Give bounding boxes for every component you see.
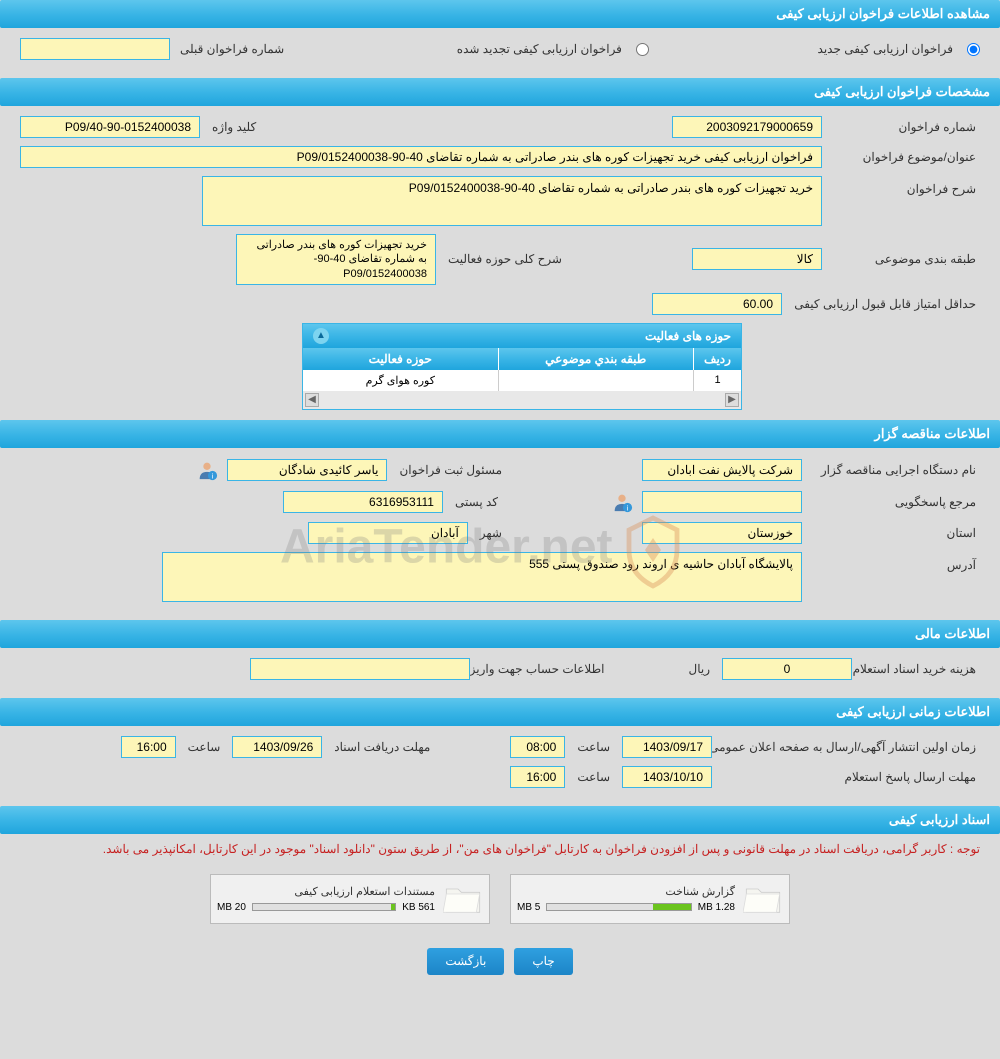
hour-label-2: ساعت <box>184 740 225 754</box>
min-score-label: حداقل امتیاز قابل قبول ارزیابی کیفی <box>790 297 980 311</box>
responsible-label: مسئول ثبت فراخوان <box>395 463 506 477</box>
doc2-progress <box>252 903 396 911</box>
contact-field <box>642 491 802 513</box>
section-header-timing: اطلاعات زمانی ارزیابی کیفی <box>0 698 1000 726</box>
doc1-progress <box>546 903 691 911</box>
radio-renewed-input[interactable] <box>636 43 649 56</box>
deadline-date: 1403/09/26 <box>232 736 322 758</box>
doc2-title: مستندات استعلام ارزیابی کیفی <box>217 885 435 898</box>
account-label: اطلاعات حساب جهت واریز هزینه خرید اسناد <box>478 662 608 676</box>
cell-scope: کوره هوای گرم <box>303 370 498 391</box>
collapse-icon[interactable]: ▲ <box>313 328 329 344</box>
doc1-max: 5 MB <box>517 902 540 913</box>
section-header-financial: اطلاعات مالی <box>0 620 1000 648</box>
doc1-title: گزارش شناخت <box>517 885 735 898</box>
call-number-field: 2003092179000659 <box>672 116 822 138</box>
section-header-docs: اسناد ارزیابی کیفی <box>0 806 1000 834</box>
city-field: آبادان <box>308 522 468 544</box>
radio-new-input[interactable] <box>967 43 980 56</box>
response-date: 1403/10/10 <box>622 766 712 788</box>
col-row: ردیف <box>693 348 741 370</box>
person-icon: i <box>195 458 219 482</box>
contact-label: مرجع پاسخگویی <box>810 495 980 509</box>
scroll-left-icon[interactable]: ◀ <box>305 393 319 407</box>
table-row: 1 کوره هوای گرم <box>303 370 741 391</box>
section-header-view-info: مشاهده اطلاعات فراخوان ارزیابی کیفی <box>0 0 1000 28</box>
radio-renewed-call[interactable]: فراخوان ارزیابی کیفی تجدید شده <box>453 42 649 56</box>
prev-number-field <box>20 38 170 60</box>
table-scrollbar[interactable]: ▶ ◀ <box>303 391 741 409</box>
scroll-right-icon[interactable]: ▶ <box>725 393 739 407</box>
activity-table: حوزه های فعالیت ▲ ردیف طبقه بندي موضوعي … <box>302 323 742 410</box>
min-score-field: 60.00 <box>652 293 782 315</box>
postal-label: کد پستی <box>451 495 502 509</box>
first-pub-label: زمان اولین انتشار آگهی/ارسال به صفحه اعل… <box>720 740 980 754</box>
currency-label: ریال <box>684 662 714 676</box>
doc2-size: 561 KB <box>402 902 435 913</box>
hour-label-1: ساعت <box>573 740 614 754</box>
call-number-label: شماره فراخوان <box>830 120 980 134</box>
keyword-label: کلید واژه <box>208 120 260 134</box>
title-field: فراخوان ارزیابی کیفی خرید تجهیزات کوره ه… <box>20 146 822 168</box>
deadline-label: مهلت دریافت اسناد <box>330 740 434 754</box>
first-pub-date: 1403/09/17 <box>622 736 712 758</box>
city-label: شهر <box>476 526 506 540</box>
folder-icon-2 <box>443 881 483 917</box>
col-scope: حوزه فعالیت <box>303 348 498 370</box>
print-button[interactable]: چاپ <box>514 948 572 975</box>
table-title-text: حوزه های فعالیت <box>645 329 731 343</box>
response-label: مهلت ارسال پاسخ استعلام <box>720 770 980 784</box>
section-header-spec: مشخصات فراخوان ارزیابی کیفی <box>0 78 1000 106</box>
address-label: آدرس <box>810 552 980 572</box>
cost-field: 0 <box>722 658 852 680</box>
category-label: طبقه بندی موضوعی <box>830 252 980 266</box>
folder-icon <box>743 881 783 917</box>
category-field: کالا <box>692 248 822 270</box>
radio-new-label: فراخوان ارزیابی کیفی جدید <box>814 42 957 56</box>
doc2-max: 20 MB <box>217 902 246 913</box>
radio-new-call[interactable]: فراخوان ارزیابی کیفی جدید <box>814 42 980 56</box>
back-button[interactable]: بازگشت <box>427 948 504 975</box>
province-label: استان <box>810 526 980 540</box>
cost-label: هزینه خرید اسناد استعلام ارزیابی کیفی <box>860 662 980 676</box>
desc-label: شرح فراخوان <box>830 176 980 196</box>
cell-category <box>498 370 694 391</box>
activity-scope-field: خرید تجهیزات کوره های بندر صادراتی به شم… <box>236 234 436 285</box>
exec-label: نام دستگاه اجرایی مناقصه گزار <box>810 463 980 477</box>
docs-notice: توجه : کاربر گرامی، دریافت اسناد در مهلت… <box>0 834 1000 864</box>
exec-field: شرکت پالایش نفت ابادان <box>642 459 802 481</box>
cell-idx: 1 <box>693 370 741 391</box>
response-time: 16:00 <box>510 766 565 788</box>
responsible-field: یاسر کائیدی شادگان <box>227 459 387 481</box>
title-label: عنوان/موضوع فراخوان <box>830 150 980 164</box>
keyword-field: P09/40-90-0152400038 <box>20 116 200 138</box>
hour-label-3: ساعت <box>573 770 614 784</box>
province-field: خوزستان <box>642 522 802 544</box>
postal-field: 6316953111 <box>283 491 443 513</box>
col-category: طبقه بندي موضوعي <box>498 348 694 370</box>
activity-scope-label: شرح کلی حوزه فعالیت <box>444 252 566 266</box>
address-field: پالایشگاه آبادان حاشیه ی اروند رود صندوق… <box>162 552 802 602</box>
prev-number-label: شماره فراخوان قبلی <box>176 42 288 56</box>
doc-box-2[interactable]: مستندات استعلام ارزیابی کیفی 561 KB 20 M… <box>210 874 490 924</box>
radio-renewed-label: فراخوان ارزیابی کیفی تجدید شده <box>453 42 626 56</box>
person-icon-2: i <box>610 490 634 514</box>
doc1-size: 1.28 MB <box>698 902 735 913</box>
doc-box-1[interactable]: گزارش شناخت 1.28 MB 5 MB <box>510 874 790 924</box>
deadline-time: 16:00 <box>121 736 176 758</box>
first-pub-time: 08:00 <box>510 736 565 758</box>
desc-field: خرید تجهیزات کوره های بندر صادراتی به شم… <box>202 176 822 226</box>
section-header-organizer: اطلاعات مناقصه گزار <box>0 420 1000 448</box>
account-field <box>250 658 470 680</box>
